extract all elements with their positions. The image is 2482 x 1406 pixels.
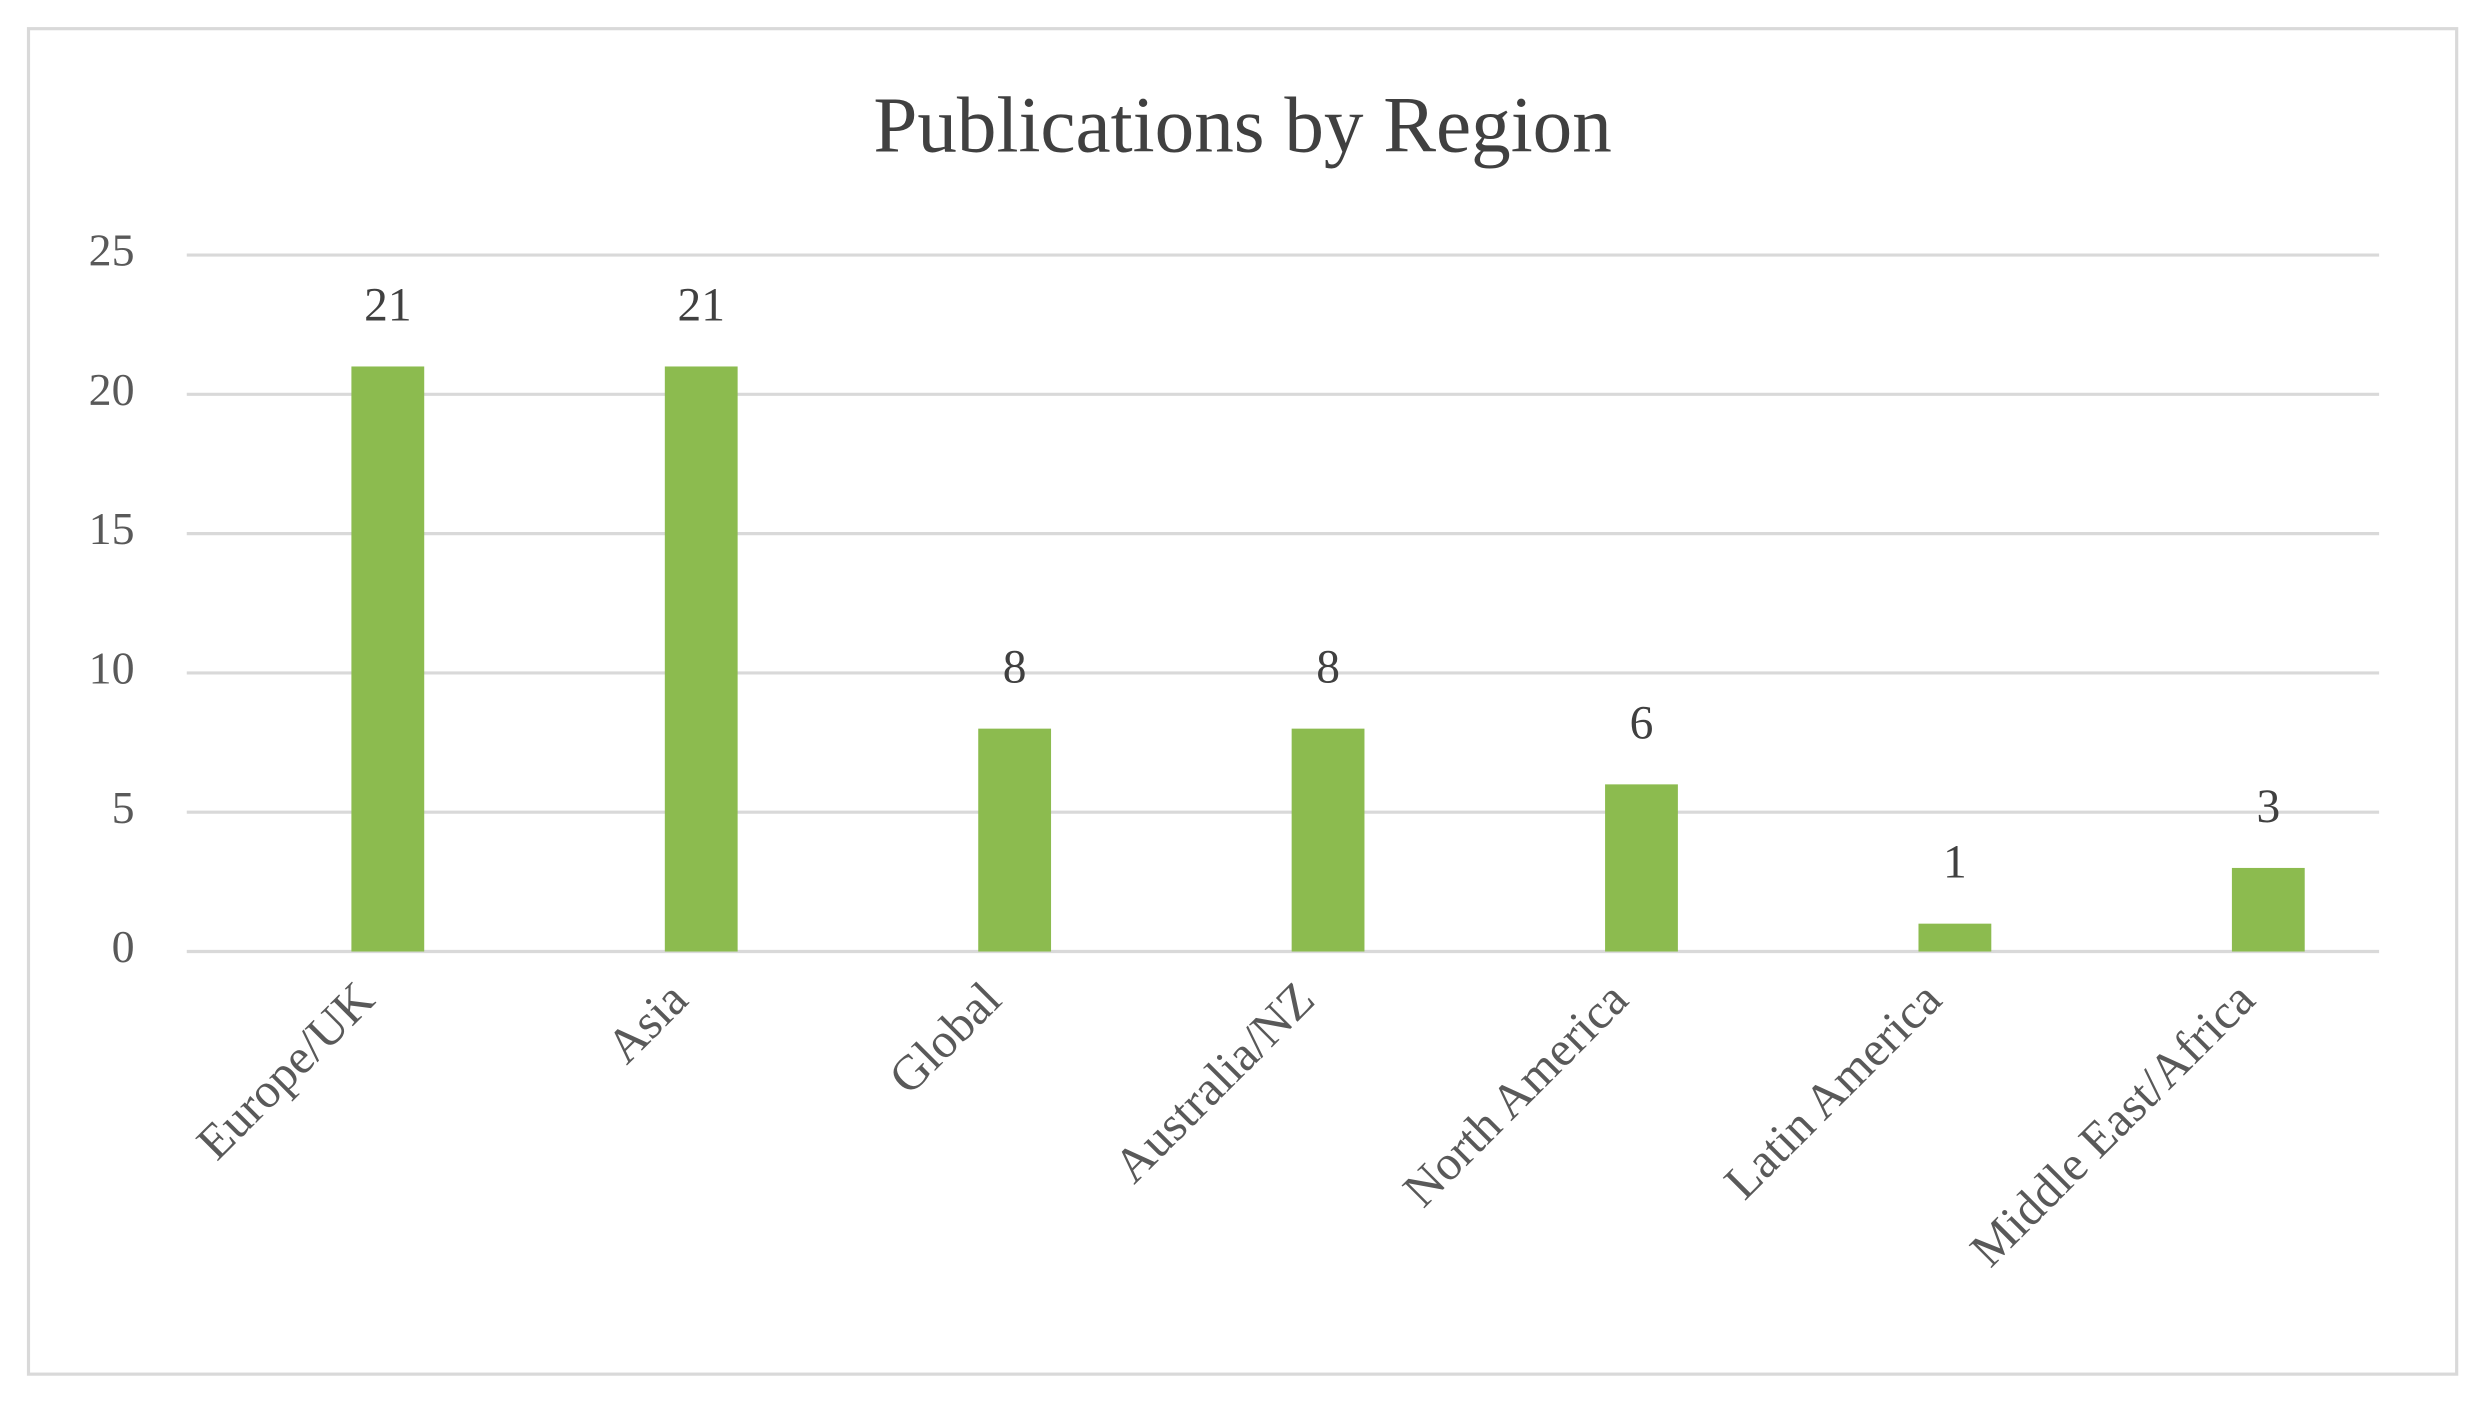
data-label: 1: [1943, 837, 1967, 889]
y-tick-label: 0: [112, 921, 135, 972]
bar: [351, 366, 425, 952]
chart-border: [26, 27, 2459, 1376]
y-tick-label: 10: [89, 642, 135, 693]
data-label: 6: [1630, 697, 1654, 749]
data-label: 3: [2256, 781, 2280, 833]
chart-title: Publications by Region: [873, 81, 1611, 169]
y-tick-label: 25: [89, 225, 135, 276]
data-label: 8: [1003, 642, 1027, 694]
y-tick-label: 15: [89, 503, 135, 554]
data-label: 8: [1316, 642, 1340, 694]
data-label: 21: [364, 279, 411, 331]
y-tick-label: 5: [112, 782, 135, 833]
bar: [664, 366, 738, 952]
bar: [2231, 867, 2305, 952]
bar: [1918, 923, 1992, 952]
bar: [1291, 728, 1365, 952]
data-label: 21: [677, 279, 724, 331]
bar: [1605, 784, 1678, 952]
y-tick-label: 20: [89, 364, 135, 415]
bar: [978, 728, 1052, 952]
